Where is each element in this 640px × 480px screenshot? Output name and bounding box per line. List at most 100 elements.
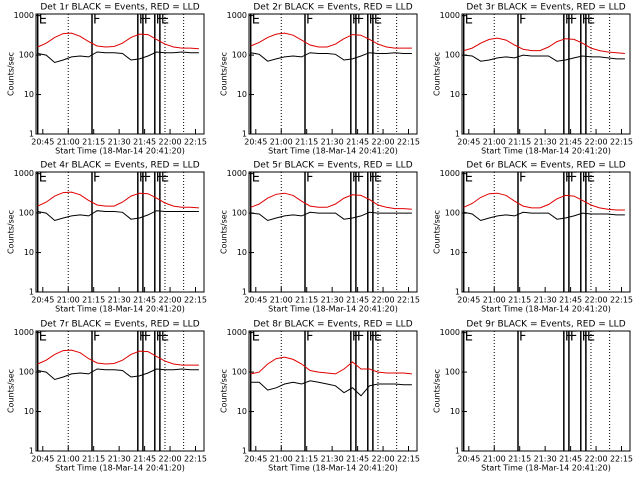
- series-line: [37, 191, 199, 209]
- x-axis-label: Start Time (18-Mar-14 20:41:20): [55, 464, 185, 473]
- series-line: [37, 349, 199, 366]
- marker-label: E: [161, 171, 169, 186]
- panel-title: Det 5r BLACK = Events, RED = LLD: [253, 161, 412, 171]
- x-tick-label: 20:45: [31, 296, 54, 305]
- plot-frame: [461, 330, 631, 452]
- series-line: [37, 32, 199, 50]
- y-tick-label: 1: [242, 130, 247, 139]
- x-tick-label: 21:30: [108, 138, 131, 147]
- x-tick-label: 21:15: [295, 455, 318, 464]
- plot-frame: [248, 13, 418, 135]
- marker-label: F: [144, 330, 151, 345]
- x-tick-label: 21:30: [534, 138, 557, 147]
- x-tick-label: 21:45: [559, 455, 582, 464]
- x-tick-label: 20:45: [244, 138, 267, 147]
- plot-frame: [35, 13, 205, 135]
- x-tick-label: 22:00: [159, 455, 182, 464]
- marker-label: F: [519, 13, 526, 28]
- panel-title: Det 6r BLACK = Events, RED = LLD: [466, 161, 625, 171]
- y-tick-label: 100: [445, 51, 460, 60]
- marker-label: F: [357, 13, 364, 28]
- x-tick-label: 22:15: [184, 455, 207, 464]
- plot-frame: [461, 171, 631, 293]
- x-tick-label: 21:00: [57, 296, 80, 305]
- marker-label: E: [374, 13, 382, 28]
- x-tick-label: 20:45: [31, 138, 54, 147]
- marker-label: E: [465, 13, 473, 28]
- y-tick-label: 1: [242, 288, 247, 297]
- y-axis-label: Counts/sec: [220, 369, 229, 413]
- y-axis-label: Counts/sec: [220, 210, 229, 254]
- y-tick-label: 1000: [227, 169, 247, 178]
- x-tick-label: 20:45: [457, 138, 480, 147]
- x-axis-label: Start Time (18-Mar-14 20:41:20): [481, 305, 611, 314]
- x-tick-label: 22:15: [397, 296, 420, 305]
- y-tick-label: 1000: [14, 169, 34, 178]
- x-axis-label: Start Time (18-Mar-14 20:41:20): [268, 305, 398, 314]
- marker-label: E: [465, 330, 473, 345]
- marker-label: F: [570, 330, 577, 345]
- y-tick-label: 10: [450, 248, 460, 257]
- panel-title: Det 8r BLACK = Events, RED = LLD: [253, 320, 412, 330]
- x-tick-label: 21:30: [321, 296, 344, 305]
- y-axis-label: Counts/sec: [7, 52, 16, 96]
- series-line: [463, 211, 625, 222]
- marker-label: F: [306, 330, 313, 345]
- x-tick-label: 21:30: [321, 138, 344, 147]
- y-tick-label: 10: [237, 407, 247, 416]
- x-tick-label: 21:45: [346, 296, 369, 305]
- marker-label: F: [93, 13, 100, 28]
- x-tick-label: 22:00: [159, 138, 182, 147]
- marker-label: F: [570, 13, 577, 28]
- y-tick-label: 1000: [14, 328, 34, 337]
- x-tick-label: 21:45: [346, 138, 369, 147]
- x-tick-label: 22:00: [372, 296, 395, 305]
- y-tick-label: 10: [237, 90, 247, 99]
- x-tick-label: 22:15: [610, 138, 633, 147]
- y-tick-label: 10: [450, 90, 460, 99]
- y-tick-label: 10: [24, 248, 34, 257]
- x-tick-label: 21:00: [57, 138, 80, 147]
- x-tick-label: 21:15: [82, 455, 105, 464]
- series-line: [463, 54, 625, 62]
- panel-title: Det 4r BLACK = Events, RED = LLD: [40, 161, 199, 171]
- x-tick-label: 21:00: [57, 455, 80, 464]
- x-tick-label: 21:00: [483, 455, 506, 464]
- y-tick-label: 1000: [440, 328, 460, 337]
- marker-label: F: [357, 330, 364, 345]
- x-axis-label: Start Time (18-Mar-14 20:41:20): [55, 147, 185, 156]
- series-line: [250, 192, 412, 210]
- panel-title: Det 7r BLACK = Events, RED = LLD: [40, 320, 199, 330]
- y-tick-label: 1000: [14, 11, 34, 20]
- y-tick-label: 1000: [227, 11, 247, 20]
- x-tick-label: 21:00: [483, 138, 506, 147]
- series-line: [463, 37, 625, 54]
- y-axis-label: Counts/sec: [7, 369, 16, 413]
- plot-frame: [248, 171, 418, 293]
- y-tick-label: 1: [29, 447, 34, 456]
- series-line: [250, 356, 412, 375]
- marker-label: E: [374, 330, 382, 345]
- x-tick-label: 21:30: [108, 296, 131, 305]
- y-tick-label: 10: [24, 90, 34, 99]
- x-tick-label: 20:45: [457, 296, 480, 305]
- x-tick-label: 21:30: [534, 455, 557, 464]
- y-tick-label: 1000: [440, 11, 460, 20]
- panel-title: Det 3r BLACK = Events, RED = LLD: [466, 3, 625, 13]
- marker-label: E: [587, 330, 595, 345]
- y-tick-label: 1000: [440, 169, 460, 178]
- y-axis-label: Counts/sec: [433, 369, 442, 413]
- y-tick-label: 10: [24, 407, 34, 416]
- marker-label: E: [161, 330, 169, 345]
- x-tick-label: 20:45: [244, 455, 267, 464]
- y-tick-label: 1: [242, 447, 247, 456]
- y-tick-label: 1: [455, 130, 460, 139]
- x-tick-label: 20:45: [457, 455, 480, 464]
- x-tick-label: 22:00: [585, 138, 608, 147]
- marker-label: E: [587, 171, 595, 186]
- x-tick-label: 21:30: [108, 455, 131, 464]
- x-tick-label: 22:00: [372, 455, 395, 464]
- marker-label: F: [519, 330, 526, 345]
- plot-frame: [35, 171, 205, 293]
